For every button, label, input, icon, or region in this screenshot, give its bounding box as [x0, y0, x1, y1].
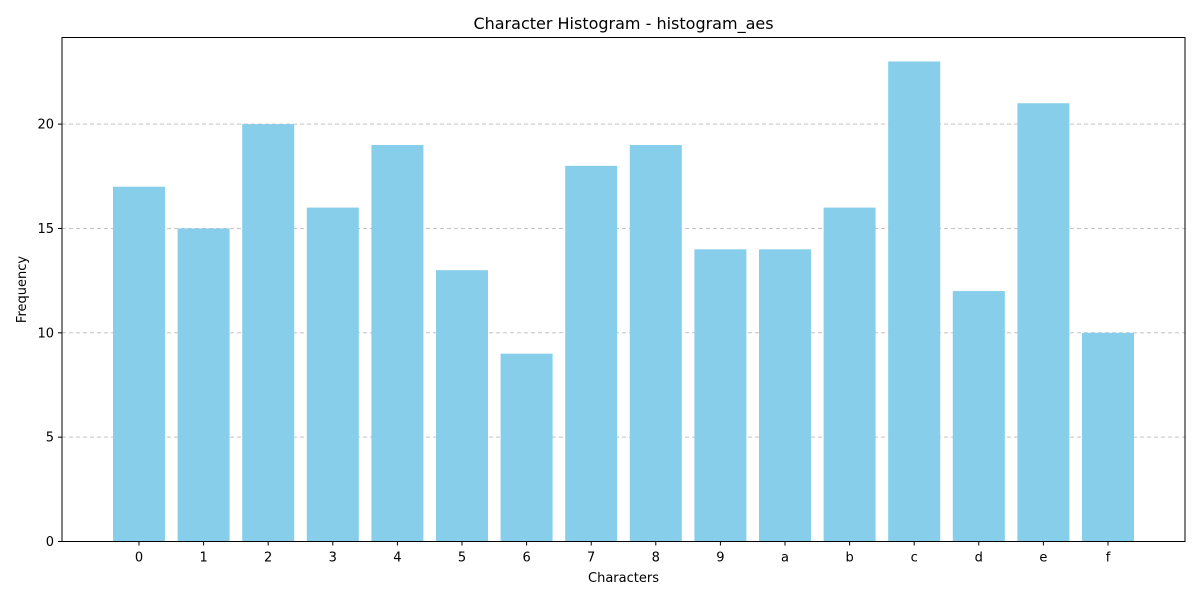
- x-axis-ticks: 0 1 2 3 4 5 6 7 8 9 a b c d e f: [135, 541, 1111, 566]
- bar-b: [823, 207, 876, 542]
- bar-e: [1017, 103, 1070, 542]
- x-tick-label: 3: [329, 551, 337, 566]
- bars: [113, 61, 1134, 542]
- x-tick-label: 7: [587, 551, 595, 566]
- plot-frame: [61, 37, 1186, 542]
- bar-0: [113, 186, 165, 542]
- x-tick-label: 0: [135, 551, 143, 566]
- bar-d: [952, 291, 1005, 542]
- bar-f: [1082, 332, 1134, 542]
- x-tick-label: c: [911, 551, 918, 566]
- x-tick-label: 4: [393, 551, 401, 566]
- x-tick-label: 8: [652, 551, 660, 566]
- x-tick-label: 1: [199, 551, 207, 566]
- bar-1: [177, 228, 230, 542]
- y-tick-label: 20: [37, 118, 54, 133]
- bar-8: [629, 144, 682, 542]
- bar-a: [759, 249, 811, 542]
- x-axis-label: Characters: [588, 571, 659, 586]
- y-axis-ticks: 0 5 10 15 20: [37, 118, 62, 550]
- x-tick-label: e: [1039, 551, 1047, 566]
- y-tick-label: 5: [46, 431, 54, 446]
- bar-4: [371, 144, 424, 542]
- x-tick-label: f: [1106, 551, 1111, 566]
- chart-title: Character Histogram - histogram_aes: [473, 14, 773, 34]
- bar-7: [565, 165, 618, 542]
- bar-3: [306, 207, 359, 542]
- x-tick-label: 9: [716, 551, 724, 566]
- x-tick-label: b: [845, 551, 853, 566]
- y-axis-label: Frequency: [15, 256, 30, 323]
- x-tick-label: d: [975, 551, 983, 566]
- x-tick-label: 6: [522, 551, 530, 566]
- bar-5: [436, 270, 488, 542]
- bar-2: [242, 124, 295, 542]
- bar-9: [694, 249, 747, 542]
- bar-6: [500, 353, 553, 542]
- y-tick-label: 10: [37, 326, 54, 341]
- y-tick-label: 0: [46, 535, 54, 550]
- y-tick-label: 15: [37, 222, 54, 237]
- grid-lines: [62, 123, 1185, 438]
- x-tick-label: a: [781, 551, 789, 566]
- bar-c: [888, 61, 941, 542]
- x-tick-label: 2: [264, 551, 272, 566]
- x-tick-label: 5: [458, 551, 466, 566]
